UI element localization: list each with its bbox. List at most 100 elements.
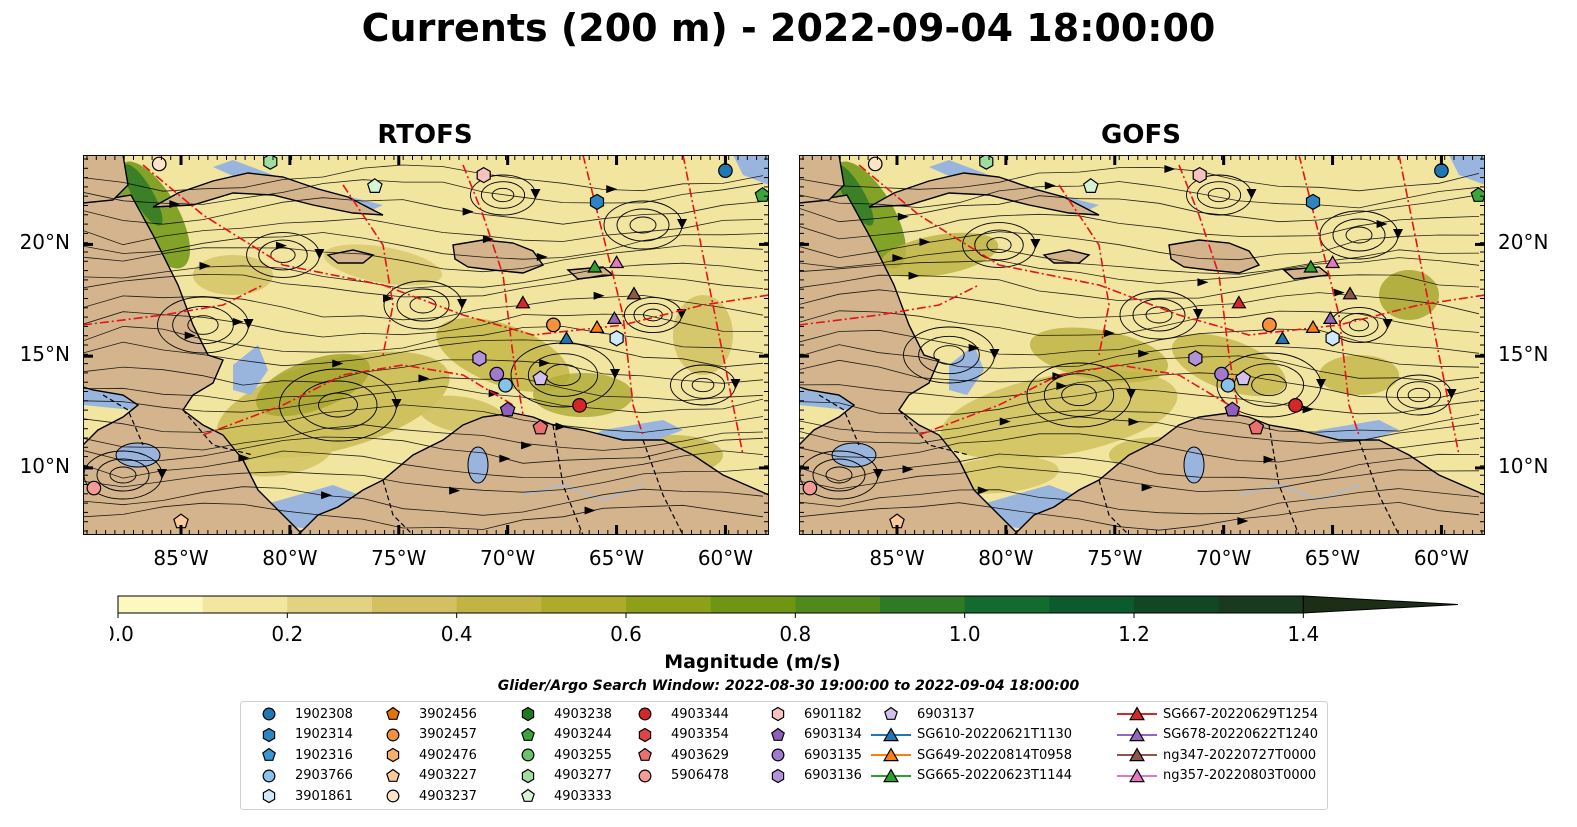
float-marker (151, 156, 167, 172)
eez-boundary (858, 164, 1485, 336)
legend-marker (262, 769, 276, 782)
streamline (83, 436, 764, 464)
streamline (109, 466, 137, 484)
legend-marker (771, 727, 785, 741)
flow-arrow (499, 454, 511, 463)
legend-marker (262, 707, 276, 721)
pentagon-marker-icon (386, 706, 400, 720)
speed-patch (533, 373, 633, 417)
float-marker (499, 401, 516, 417)
float-marker (606, 311, 622, 324)
legend-label: 4903629 (671, 747, 729, 763)
legend-label: 4903255 (554, 747, 612, 763)
colorbar-segment (795, 596, 881, 613)
legend-marker (771, 706, 785, 722)
flow-arrow (1164, 164, 1176, 173)
colorbar-tick-label: 1.2 (1118, 622, 1150, 646)
flow-arrow (1138, 349, 1150, 358)
lon-tick-label: 75°W (371, 546, 427, 570)
streamline (799, 289, 1480, 319)
speed-patch (673, 295, 733, 375)
triangle-marker-icon (1117, 767, 1157, 782)
streamline (258, 239, 308, 271)
float-marker (587, 259, 603, 273)
pentagon-marker-icon (771, 727, 785, 741)
float-marker (609, 255, 625, 269)
legend-label: ng347-20220727T0000 (1163, 747, 1317, 763)
legend-marker (521, 748, 535, 762)
land-island (452, 239, 545, 274)
lon-tick-label: 80°W (978, 546, 1034, 570)
circle-marker-icon (386, 728, 400, 741)
speed-patch (233, 433, 333, 477)
hexagon-marker-icon (521, 768, 535, 783)
legend-marker (262, 727, 276, 742)
flow-arrow (593, 291, 605, 300)
float-marker (1188, 350, 1203, 367)
flow-arrow (1056, 381, 1068, 390)
eez-boundary (918, 364, 1230, 436)
streamline (1396, 381, 1442, 409)
flow-arrow (449, 486, 461, 495)
eez-boundary (462, 164, 524, 416)
land-island (326, 249, 375, 264)
country-border (102, 394, 144, 446)
streamline (83, 325, 764, 354)
colorbar-tick-label: 0.4 (441, 622, 473, 646)
legend-item: SG678-20220622T1240 (1115, 725, 1318, 745)
legend-item: 4902476 (371, 745, 477, 765)
float-marker (1262, 317, 1277, 333)
legend-label: 6903137 (917, 706, 975, 722)
streamline (799, 328, 1480, 356)
flow-arrow (677, 219, 687, 229)
eez-boundary (1058, 184, 1110, 356)
float-marker (515, 295, 531, 309)
shelf-area (263, 485, 373, 530)
streamline (1251, 373, 1287, 397)
legend-item: 1902308 (247, 704, 353, 724)
legend-label: 6903134 (804, 727, 862, 742)
legend-marker (638, 727, 652, 742)
river (1238, 484, 1360, 501)
streamline (83, 311, 764, 338)
float-marker (1224, 401, 1241, 417)
land-island (868, 172, 1100, 216)
float-marker (626, 286, 642, 300)
flow-arrow (730, 379, 741, 389)
legend-item: SG610-20220621T1130 (869, 725, 1072, 745)
legend-item: SG667-20220629T1254 (1115, 704, 1318, 724)
flow-arrow (1263, 455, 1275, 464)
figure-title: Currents (200 m) - 2022-09-04 18:00:00 (361, 6, 1216, 50)
legend-label: SG665-20220623T1144 (917, 768, 1073, 783)
eez-boundary (799, 284, 980, 326)
legend-label: SG649-20220814T0958 (917, 747, 1073, 763)
shelf-area (979, 485, 1089, 530)
flow-arrow (610, 369, 620, 379)
colorbar-segment (1049, 596, 1135, 613)
streamline (83, 359, 764, 386)
float-marker (1434, 163, 1449, 178)
float-marker (472, 350, 487, 367)
hexagon-marker-icon (386, 747, 400, 763)
float-marker (1303, 259, 1319, 273)
flow-arrow (418, 374, 430, 383)
hexagon-marker-icon (262, 788, 276, 804)
legend-label: 3902456 (419, 706, 477, 722)
flow-arrow (243, 319, 254, 329)
speed-patch (1319, 355, 1399, 395)
float-marker (1220, 377, 1236, 393)
legend-label: 4903354 (671, 727, 729, 742)
legend-item: 3901861 (247, 786, 353, 806)
legend-label: 4903237 (419, 788, 477, 804)
legend: 1902308 1902314 1902316 2903766 3901861 39024… (240, 701, 1328, 810)
circle-marker-icon (386, 789, 400, 803)
lon-tick-label: 60°W (697, 546, 754, 570)
eez-boundary (202, 364, 514, 436)
legend-marker (386, 728, 400, 741)
streamline (799, 409, 1480, 434)
streamline (799, 488, 1480, 515)
circle-marker-icon (521, 748, 535, 762)
legend-item: 4903255 (506, 745, 612, 765)
streamline (691, 377, 715, 393)
shelf-area (1449, 155, 1485, 185)
